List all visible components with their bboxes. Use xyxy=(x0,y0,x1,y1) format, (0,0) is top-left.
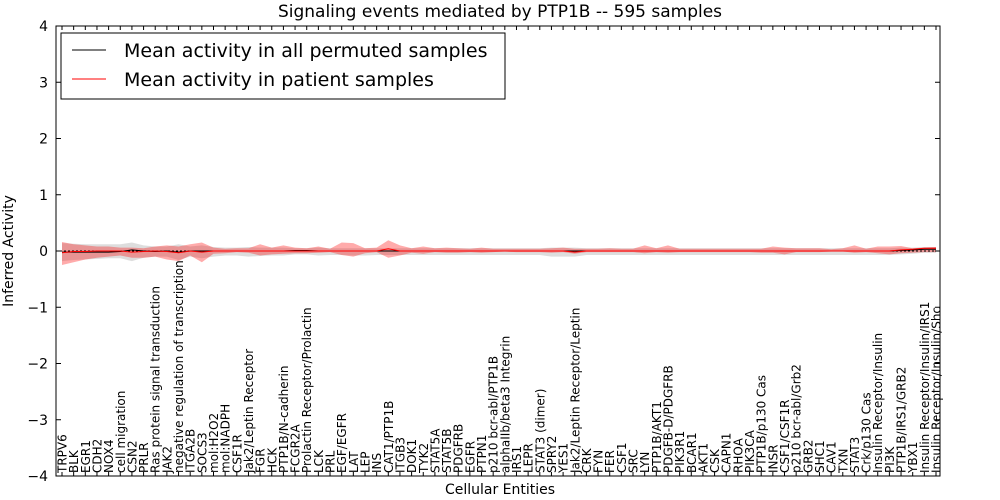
x-tick-label: PTP1B/p130 Cas xyxy=(755,375,769,473)
x-axis-label: Cellular Entities xyxy=(445,482,555,498)
y-tick-label: 1 xyxy=(39,188,48,204)
x-tick-label: PTP1B/N-cadherin xyxy=(277,366,291,473)
y-axis-label: Inferred Activity xyxy=(1,195,17,307)
x-tick-label: PDGFB-D/PDGFRB xyxy=(661,365,675,473)
x-tick-label: PTP1B/IRS1/GRB2 xyxy=(895,367,909,473)
x-tick-label: INS xyxy=(370,453,384,473)
x-tick-label: LCK xyxy=(312,449,326,473)
band-patient xyxy=(62,240,936,266)
x-tick-label: mol:NADPH xyxy=(219,404,233,473)
x-tick-label: FCGR2A xyxy=(289,423,303,473)
x-tick-label: NOX4 xyxy=(102,439,116,473)
y-tick-label: −4 xyxy=(27,469,48,485)
x-tick-label: CAPN1 xyxy=(720,433,734,473)
x-tick-label: GRB2 xyxy=(801,439,815,473)
x-tick-label: PRL xyxy=(324,450,338,473)
y-tick-label: −3 xyxy=(27,413,48,429)
x-tick-label: RHOA xyxy=(731,437,745,473)
x-tick-label: BCAR1 xyxy=(685,432,699,473)
x-tick-label: SHC1 xyxy=(813,440,827,473)
x-tick-label: PIK3CA xyxy=(743,429,757,473)
x-tick-label: Insulin Receptor/Insulin xyxy=(871,333,885,473)
x-tick-label: EGR1 xyxy=(79,440,93,473)
x-tick-label: FYN xyxy=(592,450,606,473)
x-tick-label: Jak2/Leptin Receptor xyxy=(242,349,256,474)
band-permuted xyxy=(62,242,936,262)
x-tick-label: p210 bcr-abl/Grb2 xyxy=(790,364,804,473)
y-tick-label: −2 xyxy=(27,357,48,373)
x-tick-label: TXN xyxy=(836,448,850,474)
x-tick-label: Jak2/Leptin Receptor/Leptin xyxy=(568,308,582,474)
y-tick-label: 0 xyxy=(39,244,48,260)
x-tick-label: PTP1B/AKT1 xyxy=(650,401,664,473)
x-tick-label: HCK xyxy=(265,447,279,473)
legend-label-patient: Mean activity in patient samples xyxy=(124,69,434,91)
x-tick-label: YBX1 xyxy=(906,442,920,474)
x-tick-label: TYK2 xyxy=(417,443,431,474)
x-tick-label: IRS1 xyxy=(510,446,524,473)
x-tick-label: p210 bcr-abl/PTP1B xyxy=(487,356,501,473)
x-tick-label: cell migration xyxy=(114,391,128,473)
x-tick-label: Prolactin Receptor/Prolactin xyxy=(300,307,314,473)
x-tick-label: Crk/p130 Cas xyxy=(860,392,874,473)
y-tick-label: −1 xyxy=(27,300,48,316)
y-tick-label: 3 xyxy=(39,75,48,91)
legend-label-permuted: Mean activity in all permuted samples xyxy=(124,40,487,62)
x-tick-label: Ras protein signal transduction xyxy=(149,286,163,473)
x-tick-label: EGFR xyxy=(463,441,477,473)
x-tick-label: PRLR xyxy=(137,442,151,473)
x-tick-label: LEPR xyxy=(522,443,536,473)
x-tick-label: LAT xyxy=(347,451,361,473)
x-tick-label: ITGA2B xyxy=(184,429,198,473)
x-tick-label: EGF/EGFR xyxy=(335,413,349,473)
x-tick-label: negative regulation of transcription xyxy=(172,260,186,473)
x-tick-label: DOK1 xyxy=(405,439,419,473)
x-tick-label: PIK3R1 xyxy=(673,431,687,473)
x-tick-label: BLK xyxy=(67,449,81,473)
x-tick-label: CAV1 xyxy=(825,441,839,473)
x-tick-label: CSF1 xyxy=(615,442,629,473)
x-tick-label: LYN xyxy=(638,452,652,473)
x-tick-label: STAT3 (dimer) xyxy=(533,389,547,473)
x-tick-label: FGR xyxy=(254,448,268,473)
x-tick-label: CRK xyxy=(580,447,594,473)
x-tick-label: STAT3 xyxy=(848,437,862,473)
x-tick-label: JAK2 xyxy=(160,446,174,474)
x-tick-label: PTPN1 xyxy=(475,435,489,473)
x-tick-label: AKT1 xyxy=(696,443,710,473)
x-tick-label: SOCS3 xyxy=(195,432,209,473)
x-tick-label: CDH2 xyxy=(90,439,104,473)
x-tick-label: Insulin Receptor/Insulin/IRS1 xyxy=(918,302,932,473)
x-tick-label: alphaIIb/beta3 Integrin xyxy=(498,336,512,473)
x-tick-label: CSF1/CSF1R xyxy=(778,400,792,473)
x-tick-label: TRPV6 xyxy=(56,434,70,474)
x-tick-label: LEP xyxy=(358,451,372,473)
x-tick-label: FER xyxy=(603,450,617,473)
y-tick-label: 4 xyxy=(39,19,48,35)
x-tick-label: CSF1R xyxy=(230,434,244,473)
x-tick-label: STAT5B xyxy=(440,429,454,474)
legend: Mean activity in all permuted samples Me… xyxy=(60,32,506,100)
x-tick-label: ITGB3 xyxy=(393,437,407,473)
legend-box xyxy=(60,32,506,100)
chart-title: Signaling events mediated by PTP1B -- 59… xyxy=(278,2,722,22)
x-tick-label: INSR xyxy=(766,445,780,473)
x-tick-label: CSN2 xyxy=(125,440,139,473)
x-tick-label: STAT5A xyxy=(428,428,442,473)
x-tick-label: mol:H2O2 xyxy=(207,413,221,473)
x-tick-label: PDGFRB xyxy=(452,424,466,473)
x-tick-label: SRC xyxy=(627,449,641,473)
x-tick-label: CAT1/PTP1B xyxy=(382,401,396,473)
line-patient xyxy=(61,247,936,254)
x-tick-label: CSK xyxy=(708,448,722,473)
x-tick-label: Insulin Receptor/Insulin/Shc xyxy=(930,307,944,473)
x-tick-label: PI3K xyxy=(883,446,897,473)
x-tick-label: SPRY2 xyxy=(545,436,559,473)
x-tick-label: YES1 xyxy=(557,443,571,474)
y-tick-label: 2 xyxy=(39,132,48,148)
